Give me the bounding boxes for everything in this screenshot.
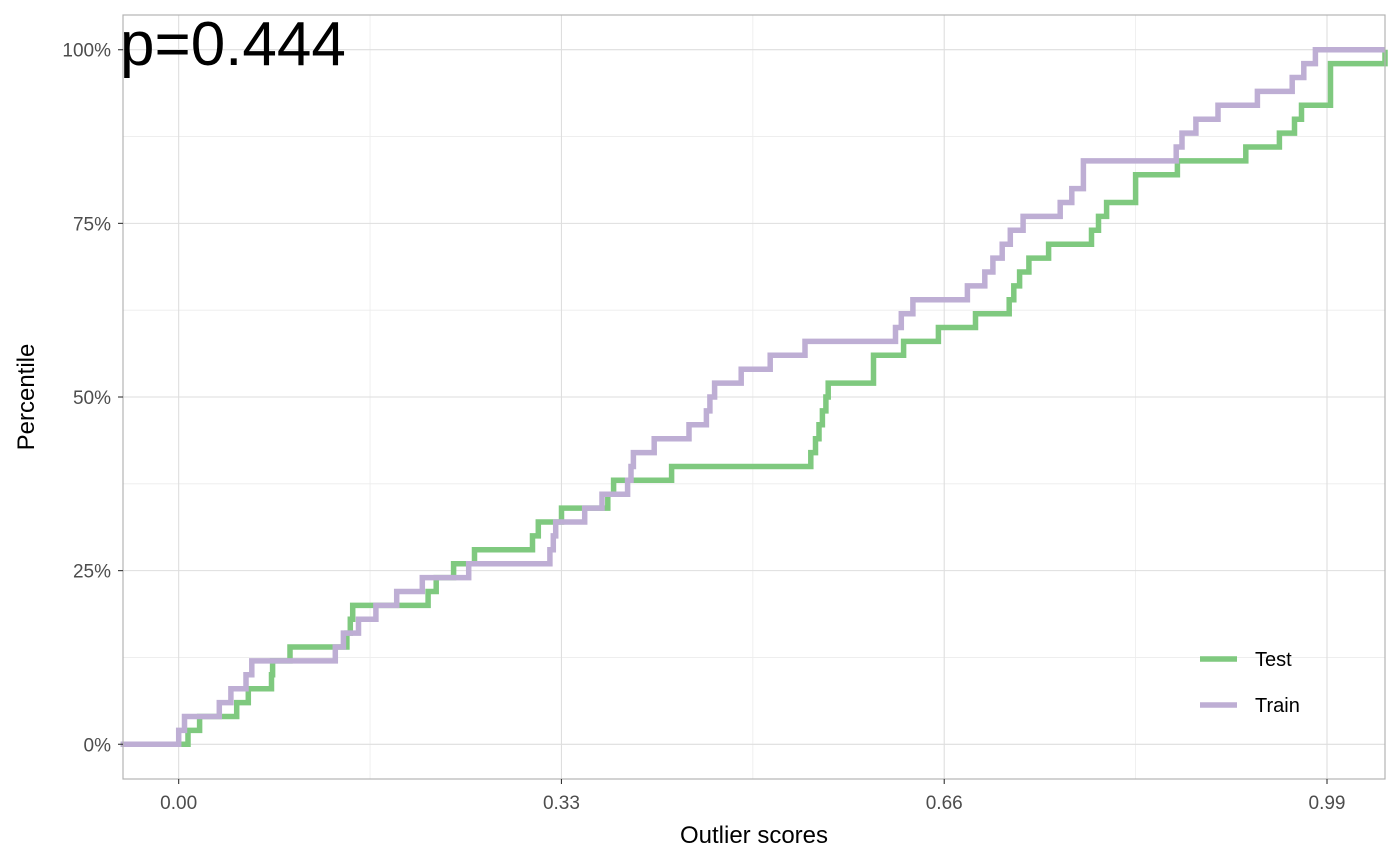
x-tick-label: 0.66 <box>926 793 963 814</box>
p-value-annotation: p=0.444 <box>120 10 346 79</box>
y-tick-label: 100% <box>62 41 111 62</box>
series-layer <box>120 46 1388 748</box>
x-tick-label: 0.99 <box>1309 793 1346 814</box>
y-tick-label: 0% <box>84 735 112 756</box>
x-axis-title: Outlier scores <box>680 822 828 849</box>
series-test-line <box>120 49 1388 748</box>
y-axis: 0% 25% 50% 75% 100% <box>62 41 123 756</box>
grid-major <box>123 15 1385 779</box>
y-tick-label: 75% <box>73 214 111 235</box>
legend: Test Train <box>1200 649 1300 717</box>
legend-label-train: Train <box>1255 695 1300 717</box>
x-axis: 0.00 0.33 0.66 0.99 <box>160 779 1345 814</box>
y-tick-label: 25% <box>73 562 111 583</box>
series-train-line <box>120 46 1385 748</box>
y-tick-label: 50% <box>73 388 111 409</box>
x-tick-label: 0.00 <box>160 793 197 814</box>
legend-label-test: Test <box>1255 649 1292 671</box>
y-axis-title: Percentile <box>13 344 40 451</box>
x-tick-label: 0.33 <box>543 793 580 814</box>
